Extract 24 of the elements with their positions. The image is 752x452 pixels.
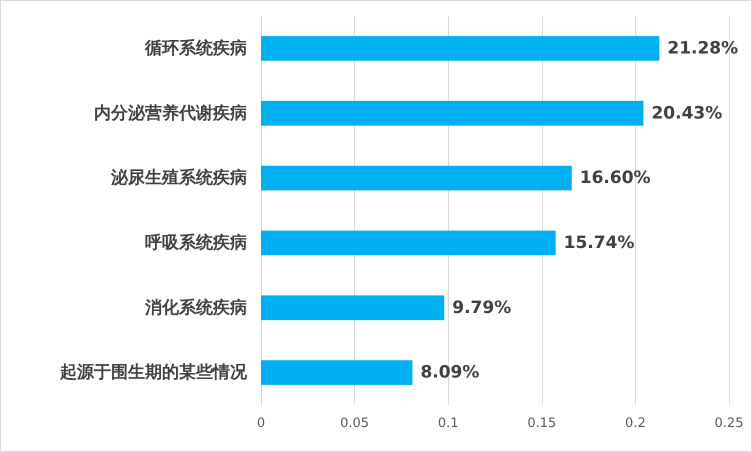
data-label: 20.43%	[651, 103, 722, 124]
bar	[261, 100, 644, 126]
x-tick-label: 0.15	[527, 416, 556, 431]
data-label: 16.60%	[580, 168, 651, 188]
x-tick-label: 0	[256, 416, 266, 431]
bar	[261, 360, 412, 385]
y-tick-label: 泌尿生殖系统疾病	[110, 168, 247, 188]
data-label: 9.79%	[452, 298, 512, 318]
x-tick-label: 0.05	[340, 416, 370, 431]
data-label: 8.09%	[420, 362, 480, 383]
data-label: 21.28%	[667, 38, 738, 58]
bar	[261, 36, 660, 61]
x-tick-label: 0.2	[625, 416, 646, 431]
y-tick-label: 循环系统疾病	[144, 38, 247, 58]
y-tick-label: 呼吸系统疾病	[145, 232, 247, 253]
y-tick-label: 内分泌营养代谢疾病	[94, 103, 247, 124]
x-tick-label: 0.1	[438, 416, 459, 431]
y-tick-label: 消化系统疾病	[144, 298, 247, 318]
x-tick-label: 0.25	[714, 416, 744, 431]
data-label: 15.74%	[564, 232, 634, 253]
bar	[261, 166, 572, 190]
bar	[261, 230, 556, 256]
bar	[261, 295, 444, 320]
y-tick-label: 起源于围生期的某些情况	[59, 362, 248, 383]
